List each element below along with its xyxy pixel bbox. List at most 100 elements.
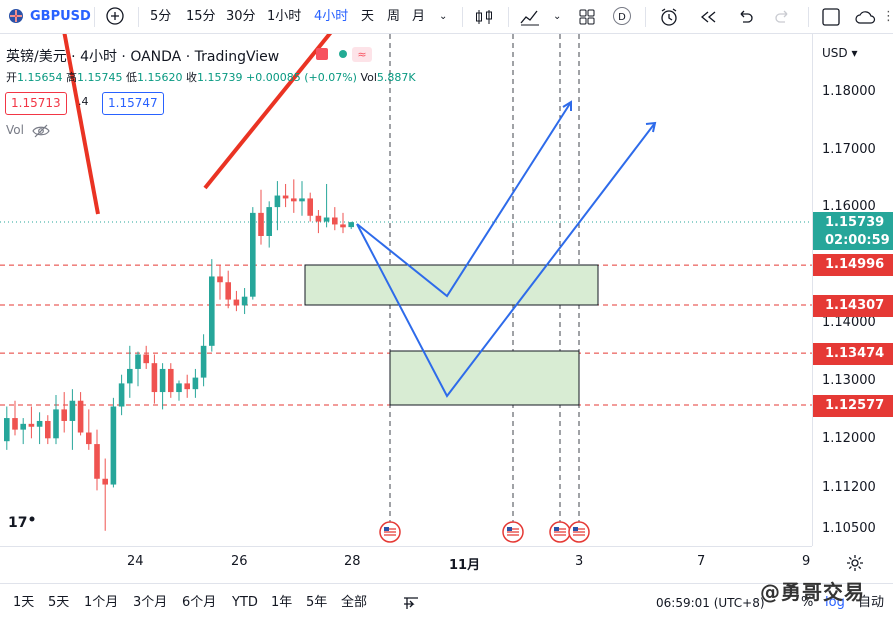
- indicators-icon[interactable]: [519, 7, 541, 27]
- candle-body: [143, 354, 149, 364]
- candle-body: [127, 368, 133, 384]
- us-flag-event-icon[interactable]: [502, 521, 524, 543]
- arrowhead: [645, 121, 657, 133]
- separator: [645, 7, 646, 27]
- time-axis[interactable]: [0, 546, 812, 581]
- data-mode-icon[interactable]: D: [612, 6, 632, 26]
- volume-indicator[interactable]: Vol: [6, 123, 50, 138]
- auto-toggle[interactable]: 自动: [858, 595, 885, 610]
- candle-body: [110, 406, 117, 485]
- candle-body: [340, 224, 346, 228]
- chevron-down-icon[interactable]: ⌄: [553, 11, 562, 22]
- candle-body: [184, 383, 190, 390]
- candle-body: [250, 212, 256, 297]
- svg-text:17: 17: [8, 515, 27, 530]
- candle-body: [86, 432, 92, 445]
- undo-icon[interactable]: [736, 8, 754, 26]
- chart-legend-title[interactable]: 英镑/美元 · 4小时 · OANDA · TradingView: [6, 49, 280, 65]
- candle-body: [20, 423, 26, 430]
- time-tick: 3: [575, 554, 584, 569]
- us-flag-event-icon[interactable]: [568, 521, 590, 543]
- range-ytd[interactable]: YTD: [232, 595, 258, 610]
- interval-1h[interactable]: 1小时: [267, 9, 302, 24]
- level-tag: 1.14307: [813, 295, 893, 317]
- tradingview-logo: 17: [8, 514, 36, 534]
- current-price-tag: 1.15739 02:00:59: [813, 212, 893, 250]
- us-flag-event-icon[interactable]: [379, 521, 401, 543]
- range-1d[interactable]: 1天: [13, 595, 35, 610]
- candle-body: [118, 383, 125, 407]
- candle-body: [12, 418, 18, 430]
- cloud-icon[interactable]: [855, 7, 877, 27]
- price-tick: 1.14000: [822, 315, 876, 330]
- percent-toggle[interactable]: %: [801, 595, 814, 610]
- interval-4h[interactable]: 4小时: [314, 9, 349, 24]
- candle-body: [266, 207, 272, 236]
- candle-body: [53, 409, 59, 439]
- interval-1m[interactable]: 月: [412, 9, 426, 24]
- sell-price-button[interactable]: 1.15713: [5, 92, 67, 115]
- legend-status-icons[interactable]: ≈: [316, 47, 372, 63]
- candle-body: [274, 195, 281, 208]
- layout-grid-icon[interactable]: [578, 8, 596, 26]
- candle-body: [69, 400, 76, 421]
- watermark: @勇哥交易: [760, 580, 865, 604]
- time-tick: 28: [344, 554, 361, 569]
- candle-body: [176, 383, 182, 393]
- price-tick: 1.18000: [822, 84, 876, 99]
- add-symbol-icon[interactable]: [106, 7, 124, 25]
- interval-1d[interactable]: 天: [361, 9, 375, 24]
- candle-body: [291, 198, 297, 202]
- settings-gear-icon[interactable]: [846, 554, 864, 572]
- interval-30m[interactable]: 30分: [226, 9, 256, 24]
- range-3m[interactable]: 3个月: [133, 595, 168, 610]
- price-tick: 1.11200: [822, 480, 876, 495]
- price-chart[interactable]: [0, 34, 812, 546]
- candle-body: [258, 212, 264, 236]
- log-toggle[interactable]: log: [825, 595, 845, 610]
- range-1m[interactable]: 1个月: [84, 595, 119, 610]
- bottom-toolbar: 1天 5天 1个月 3个月 6个月 YTD 1年 5年 全部 06:59:01 …: [0, 583, 893, 630]
- overflow-icon[interactable]: ⋮: [882, 9, 893, 24]
- replay-icon[interactable]: [698, 8, 718, 26]
- projection-path-2[interactable]: [356, 122, 656, 398]
- candle-body: [323, 217, 330, 222]
- supply-zone-upper[interactable]: [304, 264, 599, 306]
- separator: [94, 7, 95, 27]
- time-tick-month: 11月: [449, 558, 481, 573]
- price-axis[interactable]: [812, 34, 893, 546]
- candle-body: [4, 418, 10, 442]
- svg-text:≈: ≈: [357, 48, 366, 61]
- demand-zone-lower[interactable]: [389, 350, 580, 406]
- eye-hidden-icon[interactable]: [32, 124, 50, 138]
- separator: [138, 7, 139, 27]
- candle-body: [94, 444, 100, 479]
- candle-body: [77, 400, 84, 433]
- annotation-arrow-interval: [203, 34, 333, 190]
- currency-selector[interactable]: USD ▾: [822, 46, 858, 60]
- interval-15m[interactable]: 15分: [186, 9, 216, 24]
- fullscreen-icon[interactable]: [821, 7, 841, 27]
- projection-path-1[interactable]: [356, 101, 572, 298]
- price-tick: 1.10500: [822, 521, 876, 536]
- range-5d[interactable]: 5天: [48, 595, 70, 610]
- date-range-icon[interactable]: [402, 594, 420, 612]
- candle-body: [61, 409, 67, 421]
- alarm-icon[interactable]: [658, 6, 680, 28]
- range-1y[interactable]: 1年: [271, 595, 293, 610]
- redo-icon[interactable]: [774, 8, 792, 26]
- range-5y[interactable]: 5年: [306, 595, 328, 610]
- candle-style-icon[interactable]: [474, 7, 494, 27]
- level-tag: 1.13474: [813, 343, 893, 365]
- range-all[interactable]: 全部: [341, 595, 368, 610]
- interval-5m[interactable]: 5分: [150, 9, 172, 24]
- us-flag-event-icon[interactable]: [549, 521, 571, 543]
- symbol-button[interactable]: GBPUSD: [30, 9, 91, 24]
- buy-price-button[interactable]: 1.15747: [102, 92, 164, 115]
- interval-1w[interactable]: 周: [387, 9, 401, 24]
- chevron-down-icon[interactable]: ⌄: [439, 11, 448, 22]
- candle-body: [307, 198, 313, 216]
- range-6m[interactable]: 6个月: [182, 595, 217, 610]
- candle-body: [209, 276, 215, 346]
- clock-timezone[interactable]: 06:59:01 (UTC+8): [656, 596, 765, 610]
